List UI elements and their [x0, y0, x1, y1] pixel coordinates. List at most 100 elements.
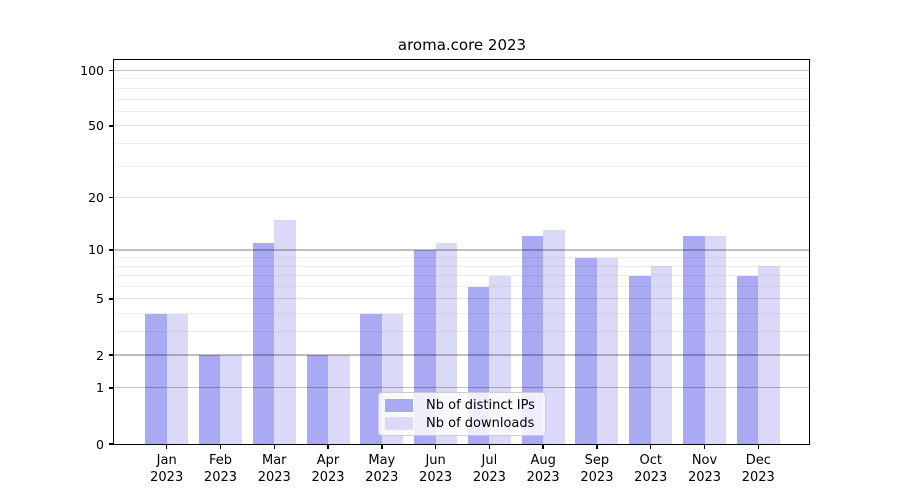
bar-nb-of-downloads-oct: [650, 266, 673, 444]
gridline-y-9: [114, 257, 810, 259]
x-tick-jul: [488, 444, 491, 449]
x-tick-year: 2023: [203, 469, 238, 485]
x-tick-label-may: May 2023: [350, 453, 414, 486]
x-tick-label-jan: Jan 2023: [135, 453, 199, 486]
y-tick-label-1: 1: [96, 380, 104, 396]
gridline-y-2: [114, 354, 810, 356]
bar-nb-of-distinct-ips-nov: [683, 236, 705, 444]
y-tick-label-0: 0: [96, 436, 104, 452]
y-tick-1: [109, 387, 114, 389]
bar-nb-of-distinct-ips-oct: [629, 275, 651, 444]
y-tick-label-20: 20: [88, 190, 104, 206]
x-tick-jun: [434, 444, 437, 449]
gridline-y-20: [114, 197, 810, 199]
legend-swatch-distinct-ips: [385, 398, 413, 412]
gridline-y-6: [114, 286, 810, 288]
x-tick-aug: [542, 444, 544, 449]
x-tick-month: Mar: [261, 453, 287, 468]
bar-nb-of-downloads-feb: [220, 355, 242, 444]
x-tick-label-nov: Nov 2023: [673, 453, 737, 486]
bar-nb-of-downloads-aug: [543, 230, 565, 444]
bar-nb-of-distinct-ips-mar: [252, 242, 275, 444]
x-tick-label-mar: Mar 2023: [242, 453, 306, 486]
x-tick-nov: [703, 444, 706, 449]
x-tick-year: 2023: [472, 469, 506, 485]
y-tick-100: [109, 69, 114, 72]
x-tick-year: 2023: [311, 469, 345, 485]
x-tick-year: 2023: [257, 469, 291, 485]
x-tick-month: Dec: [745, 453, 771, 468]
x-tick-jan: [165, 444, 168, 449]
x-tick-label-feb: Feb 2023: [188, 453, 252, 486]
chart-title: aroma.core 2023: [397, 36, 527, 54]
bar-nb-of-distinct-ips-jan: [145, 313, 167, 444]
y-tick-10: [109, 249, 114, 251]
gridline-y-90: [114, 78, 810, 80]
y-tick-label-100: 100: [80, 63, 104, 78]
x-tick-label-aug: Aug 2023: [511, 453, 575, 486]
x-tick-may: [381, 444, 383, 449]
y-tick-label-50: 50: [88, 118, 104, 134]
gridline-y-50: [114, 125, 810, 127]
x-tick-year: 2023: [365, 469, 399, 485]
y-tick-label-2: 2: [96, 347, 104, 363]
bar-nb-of-distinct-ips-feb: [198, 355, 221, 444]
bar-nb-of-distinct-ips-dec: [736, 275, 759, 444]
bar-nb-of-downloads-apr: [328, 355, 350, 444]
legend-swatch-downloads: [385, 416, 413, 430]
x-tick-month: May: [368, 453, 396, 468]
y-tick-5: [109, 298, 114, 300]
legend-label-distinct-ips: Nb of distinct IPs: [426, 397, 535, 413]
x-tick-month: Jun: [425, 453, 446, 468]
x-tick-year: 2023: [150, 469, 184, 485]
x-tick-feb: [219, 444, 222, 449]
legend-row-distinct-ips: Nb of distinct IPs: [385, 398, 537, 413]
bar-nb-of-downloads-jan: [166, 313, 189, 444]
y-tick-label-10: 10: [88, 242, 104, 258]
x-tick-year: 2023: [687, 469, 722, 485]
x-tick-month: Oct: [639, 453, 662, 468]
x-tick-month: Sep: [584, 453, 610, 468]
legend: Nb of distinct IPs Nb of downloads: [378, 392, 546, 436]
y-tick-50: [109, 125, 114, 127]
legend-row-downloads: Nb of downloads: [385, 416, 537, 431]
bar-nb-of-distinct-ips-apr: [306, 355, 329, 444]
x-tick-month: Jan: [156, 453, 177, 468]
gridline-y-40: [114, 142, 810, 144]
x-tick-label-jul: Jul 2023: [457, 453, 521, 486]
x-tick-month: Apr: [316, 453, 340, 468]
x-tick-sep: [596, 444, 598, 449]
x-tick-year: 2023: [526, 469, 560, 485]
x-tick-month: Jul: [481, 453, 498, 468]
gridline-y-70: [114, 98, 810, 100]
gridline-y-60: [114, 110, 810, 112]
gridline-y-10: [114, 249, 810, 251]
y-tick-2: [109, 354, 114, 356]
bar-nb-of-downloads-nov: [704, 236, 726, 444]
x-tick-label-sep: Sep 2023: [565, 453, 629, 486]
gridline-y-7: [114, 275, 810, 277]
x-tick-apr: [327, 444, 329, 449]
x-tick-month: Aug: [530, 453, 556, 468]
y-tick-label-5: 5: [96, 291, 104, 307]
bar-nb-of-downloads-sep: [596, 257, 619, 444]
bar-nb-of-distinct-ips-may: [360, 313, 382, 444]
gridline-y-30: [114, 165, 810, 167]
x-tick-year: 2023: [741, 469, 775, 485]
gridline-y-3: [114, 331, 810, 333]
x-tick-year: 2023: [580, 469, 614, 485]
x-tick-label-jun: Jun 2023: [404, 453, 468, 486]
x-tick-oct: [649, 444, 652, 449]
x-tick-year: 2023: [419, 469, 453, 485]
gridline-y-8: [114, 265, 810, 267]
gridline-y-5: [114, 298, 810, 300]
bar-nb-of-downloads-mar: [274, 219, 296, 444]
x-tick-label-oct: Oct 2023: [619, 453, 683, 486]
y-tick-0: [109, 443, 114, 445]
gridline-y-4: [114, 313, 810, 315]
bar-nb-of-downloads-dec: [758, 266, 780, 444]
gridline-y-100: [114, 69, 810, 72]
x-tick-month: Nov: [691, 453, 718, 468]
gridline-y-80: [114, 87, 810, 89]
